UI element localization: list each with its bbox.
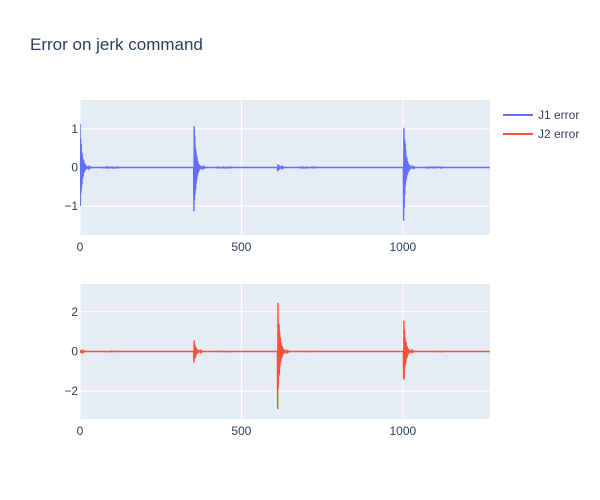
y-tick-label: −1: [64, 199, 78, 213]
y-tick-label: 0: [71, 161, 78, 175]
y-tick-label: 0: [71, 345, 78, 359]
x-tick-label: 0: [77, 240, 84, 254]
x-tick-label: 500: [231, 240, 251, 254]
chart-title: Error on jerk command: [30, 35, 203, 54]
x-tick-label: 0: [77, 424, 84, 438]
legend: J1 error J2 error: [503, 108, 579, 141]
series-line-j1-error: [80, 123, 490, 221]
series-line-j2-error: [80, 302, 490, 410]
x-tick-label: 1000: [389, 240, 416, 254]
y-tick-label: 2: [71, 305, 78, 319]
x-tick-label: 1000: [389, 424, 416, 438]
y-tick-label: −2: [64, 384, 78, 398]
legend-label: J2 error: [538, 127, 579, 141]
legend-label: J1 error: [538, 108, 579, 122]
x-tick-label: 500: [231, 424, 251, 438]
legend-item[interactable]: J1 error: [503, 108, 579, 122]
subplot-1: 0 500 1000 −1 0 1: [64, 100, 490, 254]
subplot-2: 0 500 1000 −2 0 2: [64, 284, 490, 438]
legend-item[interactable]: J2 error: [503, 127, 579, 141]
y-tick-label: 1: [71, 122, 78, 136]
subplots: 0 500 1000 −1 0 1 0 500 1000 −2 0 2: [64, 100, 490, 438]
